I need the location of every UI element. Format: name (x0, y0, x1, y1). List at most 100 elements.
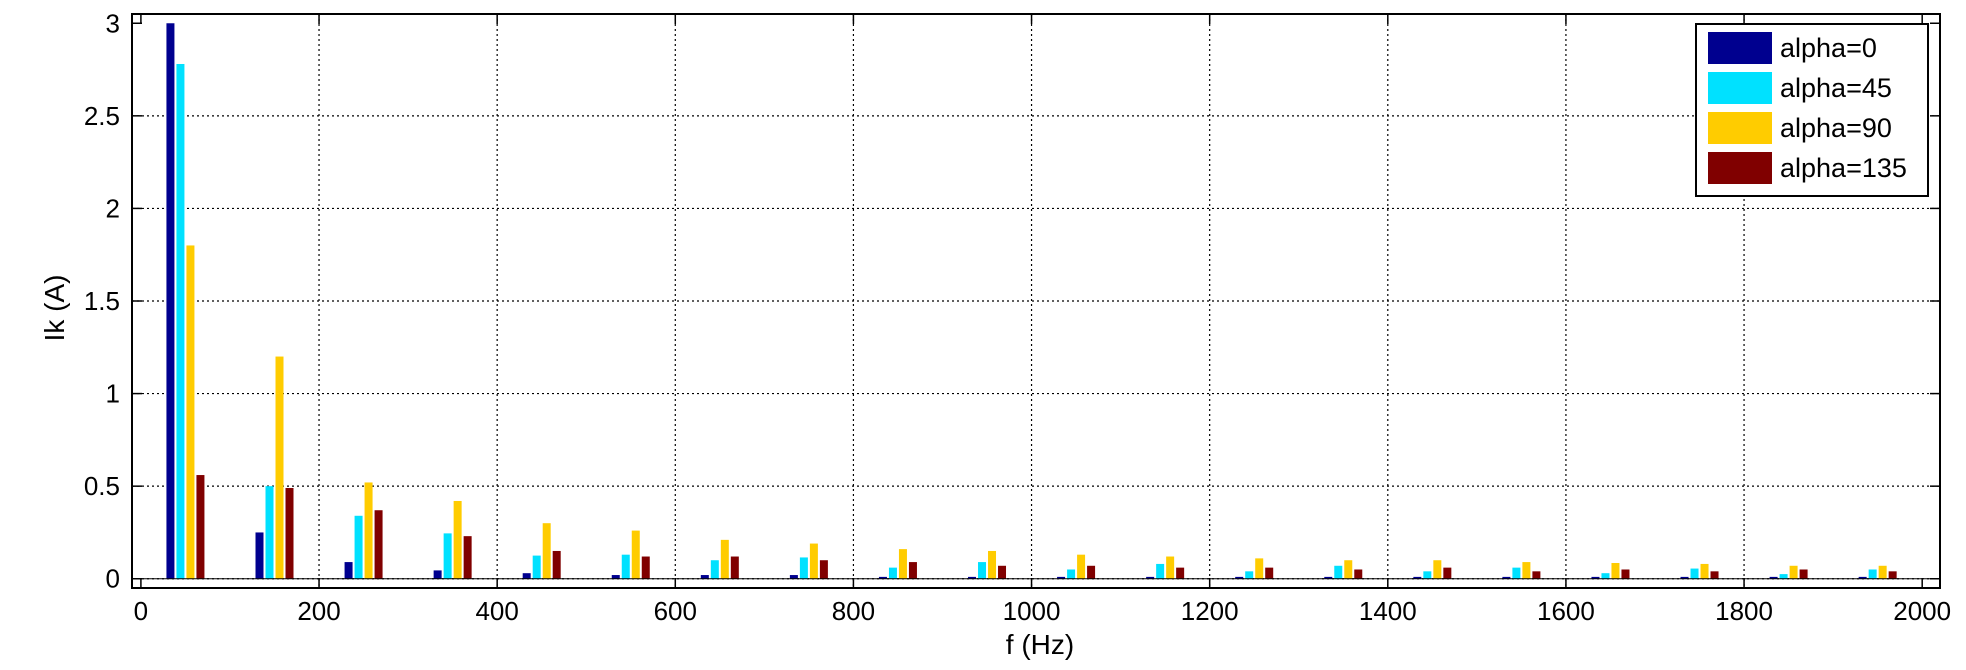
bar-alpha-45-1450 (1423, 571, 1432, 579)
bar-alpha-90-1050 (1077, 554, 1086, 579)
bar-alpha-45-1050 (1067, 569, 1076, 579)
bar-alpha-45-150 (265, 486, 274, 579)
y-tick-label: 2.5 (84, 101, 120, 131)
bar-alpha-135-1850 (1799, 569, 1808, 579)
x-tick-label: 1400 (1359, 596, 1417, 626)
bar-alpha-45-1350 (1334, 565, 1343, 579)
plot-frame (131, 13, 1941, 589)
x-tick-label: 200 (297, 596, 340, 626)
x-axis-label: f (Hz) (1006, 629, 1074, 660)
bar-alpha-90-650 (720, 539, 729, 579)
bar-alpha-45-1550 (1512, 567, 1521, 579)
x-tick-label: 1600 (1537, 596, 1595, 626)
bar-alpha-0-650 (700, 575, 709, 579)
legend-swatch-alpha-90 (1708, 112, 1772, 144)
grid-lines (132, 14, 1940, 588)
bar-alpha-135-1050 (1087, 565, 1096, 579)
bar-alpha-45-1850 (1779, 574, 1788, 579)
bar-alpha-45-650 (710, 560, 719, 579)
bar-alpha-135-950 (998, 565, 1007, 579)
x-tick-label: 800 (832, 596, 875, 626)
bar-alpha-0-850 (878, 576, 887, 579)
bar-alpha-0-1050 (1057, 576, 1066, 579)
x-tick-label: 0 (134, 596, 148, 626)
bar-alpha-90-1750 (1700, 563, 1709, 579)
legend-swatch-alpha-135 (1708, 152, 1772, 184)
bar-alpha-90-1450 (1433, 560, 1442, 579)
y-tick-label: 2 (106, 193, 120, 223)
bar-alpha-0-1250 (1235, 576, 1244, 579)
y-axis-label: Ik (A) (39, 275, 70, 342)
bar-alpha-90-550 (631, 530, 640, 579)
legend-label-alpha-45: alpha=45 (1780, 73, 1892, 103)
bar-alpha-135-1650 (1621, 569, 1630, 579)
bar-alpha-135-1950 (1888, 571, 1897, 579)
bar-alpha-45-1250 (1245, 571, 1254, 579)
axes (131, 13, 1941, 589)
tick-labels: 0 200 400 600 800 1000 1200 1400 1600 1800 2000 0 0.… (84, 8, 1951, 626)
bars (132, 23, 1940, 580)
legend-label-alpha-0: alpha=0 (1780, 33, 1877, 63)
x-tick-label: 1000 (1003, 596, 1061, 626)
bar-alpha-90-1350 (1344, 560, 1353, 579)
bar-alpha-0-1550 (1502, 576, 1511, 579)
bar-alpha-90-1550 (1522, 562, 1531, 579)
bar-alpha-45-1150 (1156, 563, 1165, 579)
bar-alpha-90-750 (809, 543, 818, 579)
x-tick-label: 1800 (1715, 596, 1773, 626)
bar-alpha-135-550 (641, 556, 650, 579)
bar-alpha-0-150 (255, 532, 264, 579)
bar-alpha-0-1650 (1591, 576, 1600, 579)
bar-alpha-45-250 (354, 515, 363, 579)
bar-alpha-0-1350 (1324, 576, 1333, 579)
bar-alpha-45-950 (978, 562, 987, 579)
bar-alpha-0-1850 (1769, 576, 1778, 579)
legend-swatch-alpha-0 (1708, 32, 1772, 64)
x-tick-label: 1200 (1181, 596, 1239, 626)
bar-alpha-90-850 (898, 549, 907, 579)
bar-alpha-45-750 (799, 557, 808, 579)
legend-label-alpha-90: alpha=90 (1780, 113, 1892, 143)
bar-alpha-45-1950 (1868, 569, 1877, 579)
bar-alpha-135-650 (730, 556, 739, 579)
bar-alpha-135-450 (552, 550, 561, 579)
y-tick-label: 1 (106, 379, 120, 409)
bar-alpha-90-250 (364, 482, 373, 579)
bar-alpha-0-950 (968, 576, 977, 579)
legend: alpha=0 alpha=45 alpha=90 alpha=135 (1695, 23, 1929, 197)
bar-alpha-135-1750 (1710, 571, 1719, 579)
bar-alpha-135-1550 (1532, 571, 1541, 579)
bar-alpha-45-450 (532, 555, 541, 579)
bar-alpha-90-450 (542, 523, 551, 579)
bar-alpha-90-150 (275, 356, 284, 579)
bar-alpha-90-1650 (1611, 563, 1620, 579)
bar-alpha-90-350 (453, 500, 462, 579)
bar-alpha-0-50 (166, 23, 175, 579)
bar-alpha-0-450 (522, 573, 531, 579)
legend-label-alpha-135: alpha=135 (1780, 153, 1907, 183)
bar-alpha-90-50 (186, 245, 195, 579)
bar-alpha-135-50 (196, 475, 205, 579)
bar-alpha-45-550 (621, 554, 630, 579)
bar-alpha-0-1450 (1413, 576, 1422, 579)
bar-alpha-45-1650 (1601, 573, 1610, 579)
y-tick-label: 0.5 (84, 471, 120, 501)
bar-alpha-0-1950 (1858, 576, 1867, 579)
bar-alpha-135-850 (908, 562, 917, 579)
y-tick-label: 3 (106, 8, 120, 38)
bar-alpha-0-1150 (1146, 576, 1155, 579)
bar-alpha-45-850 (888, 567, 897, 579)
y-tick-label: 1.5 (84, 286, 120, 316)
x-tick-label: 600 (654, 596, 697, 626)
bar-alpha-45-50 (176, 63, 185, 579)
bar-alpha-0-350 (433, 570, 442, 579)
bar-alpha-90-1850 (1789, 565, 1798, 579)
bar-alpha-135-1450 (1443, 567, 1452, 579)
bar-alpha-90-1150 (1166, 556, 1175, 579)
bar-alpha-135-250 (374, 510, 383, 579)
legend-swatch-alpha-45 (1708, 72, 1772, 104)
bar-alpha-90-1250 (1255, 558, 1264, 579)
bar-alpha-0-1750 (1680, 576, 1689, 579)
